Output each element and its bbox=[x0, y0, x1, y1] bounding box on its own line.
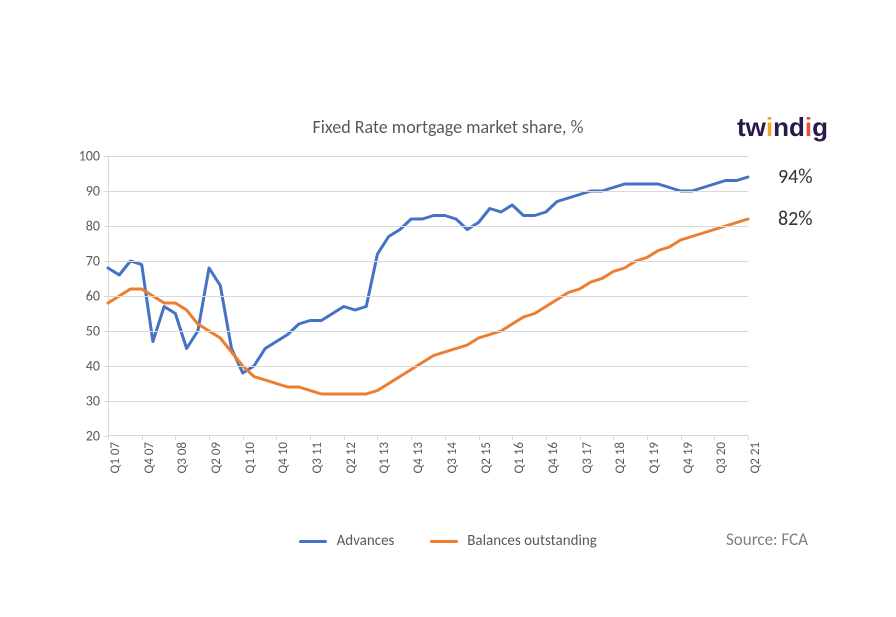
gridline bbox=[108, 296, 748, 297]
series-line-balances-outstanding bbox=[108, 219, 748, 394]
y-tick-mark bbox=[104, 401, 108, 402]
x-tick-mark bbox=[647, 436, 648, 440]
y-tick-label: 90 bbox=[86, 183, 100, 200]
x-tick-label: Q4 19 bbox=[681, 442, 696, 473]
y-tick-label: 50 bbox=[86, 323, 100, 340]
x-tick-mark bbox=[580, 436, 581, 440]
x-tick-label: Q2 18 bbox=[613, 442, 628, 473]
x-tick-mark bbox=[512, 436, 513, 440]
source-label: Source: FCA bbox=[726, 529, 808, 550]
x-tick-mark bbox=[209, 436, 210, 440]
x-tick-mark bbox=[108, 436, 109, 440]
legend-swatch-advances bbox=[299, 540, 327, 543]
x-tick-mark bbox=[411, 436, 412, 440]
x-tick-mark bbox=[613, 436, 614, 440]
y-tick-mark bbox=[104, 331, 108, 332]
gridline bbox=[108, 366, 748, 367]
brand-logo: twindig bbox=[737, 112, 828, 143]
series-end-label-advances: 94% bbox=[778, 165, 813, 189]
legend-label-advances: Advances bbox=[337, 532, 395, 550]
x-tick-label: Q2 15 bbox=[479, 442, 494, 473]
x-tick-label: Q2 09 bbox=[209, 442, 224, 473]
y-tick-mark bbox=[104, 226, 108, 227]
x-tick-label: Q3 08 bbox=[175, 442, 190, 473]
x-tick-label: Q2 12 bbox=[344, 442, 359, 473]
x-tick-label: Q1 19 bbox=[647, 442, 662, 473]
x-tick-mark bbox=[445, 436, 446, 440]
plot-area: 2030405060708090100Q1 07Q4 07Q3 08Q2 09Q… bbox=[108, 156, 748, 436]
x-tick-mark bbox=[175, 436, 176, 440]
x-tick-mark bbox=[479, 436, 480, 440]
x-tick-mark bbox=[377, 436, 378, 440]
x-tick-mark bbox=[714, 436, 715, 440]
y-tick-mark bbox=[104, 191, 108, 192]
x-tick-label: Q1 16 bbox=[512, 442, 527, 473]
gridline bbox=[108, 261, 748, 262]
x-tick-label: Q1 07 bbox=[108, 442, 123, 473]
x-tick-mark bbox=[142, 436, 143, 440]
series-end-label-balances: 82% bbox=[778, 207, 813, 231]
x-tick-label: Q4 10 bbox=[276, 442, 291, 473]
y-tick-mark bbox=[104, 156, 108, 157]
y-tick-label: 70 bbox=[86, 253, 100, 270]
legend-item-balances: Balances outstanding bbox=[430, 532, 597, 550]
legend-item-advances: Advances bbox=[299, 532, 394, 550]
x-tick-label: Q3 11 bbox=[310, 442, 325, 473]
y-tick-label: 100 bbox=[79, 148, 100, 165]
x-tick-mark bbox=[344, 436, 345, 440]
chart-title: Fixed Rate mortgage market share, % bbox=[48, 116, 848, 138]
x-tick-label: Q2 21 bbox=[748, 442, 763, 473]
y-tick-label: 80 bbox=[86, 218, 100, 235]
series-line-advances bbox=[108, 177, 748, 373]
x-tick-label: Q4 16 bbox=[546, 442, 561, 473]
gridline bbox=[108, 191, 748, 192]
y-tick-mark bbox=[104, 366, 108, 367]
chart-container: Fixed Rate mortgage market share, % twin… bbox=[48, 88, 848, 568]
x-tick-label: Q3 17 bbox=[580, 442, 595, 473]
x-tick-mark bbox=[276, 436, 277, 440]
x-tick-mark bbox=[681, 436, 682, 440]
x-tick-label: Q3 20 bbox=[714, 442, 729, 473]
x-tick-label: Q1 10 bbox=[243, 442, 258, 473]
y-tick-label: 60 bbox=[86, 288, 100, 305]
x-tick-label: Q3 14 bbox=[445, 442, 460, 473]
x-tick-mark bbox=[748, 436, 749, 440]
legend-swatch-balances bbox=[430, 540, 458, 543]
x-tick-mark bbox=[310, 436, 311, 440]
y-tick-label: 40 bbox=[86, 358, 100, 375]
legend-label-balances: Balances outstanding bbox=[467, 532, 597, 550]
y-tick-label: 20 bbox=[86, 428, 100, 445]
x-tick-label: Q4 07 bbox=[142, 442, 157, 473]
y-tick-label: 30 bbox=[86, 393, 100, 410]
gridline bbox=[108, 156, 748, 157]
x-tick-label: Q1 13 bbox=[377, 442, 392, 473]
y-tick-mark bbox=[104, 261, 108, 262]
gridline bbox=[108, 331, 748, 332]
gridline bbox=[108, 401, 748, 402]
x-tick-label: Q4 13 bbox=[411, 442, 426, 473]
gridline bbox=[108, 226, 748, 227]
x-tick-mark bbox=[243, 436, 244, 440]
x-tick-mark bbox=[546, 436, 547, 440]
y-tick-mark bbox=[104, 296, 108, 297]
